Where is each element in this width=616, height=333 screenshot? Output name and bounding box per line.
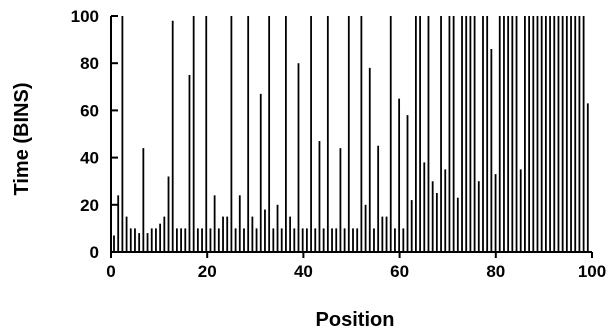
y-tick-label: 80 [80,54,99,73]
x-tick-label: 40 [294,262,313,281]
y-axis-title: Time (BINS) [11,83,33,196]
y-tick-label: 0 [90,243,99,262]
x-tick-label: 100 [578,262,606,281]
y-tick-label: 60 [80,101,99,120]
x-tick-label: 60 [390,262,409,281]
labels-layer: 0 20 40 60 80 100 0 20 40 60 80 100 [71,7,607,281]
y-tick-label: 20 [80,196,99,215]
axes-layer [110,15,593,258]
y-tick-label: 40 [80,149,99,168]
x-tick-label: 20 [198,262,217,281]
x-tick-label: 80 [486,262,505,281]
x-tick-label: 0 [106,262,115,281]
bars-layer [113,16,589,252]
x-axis-title: Position [316,309,395,331]
y-tick-label: 100 [71,7,99,26]
